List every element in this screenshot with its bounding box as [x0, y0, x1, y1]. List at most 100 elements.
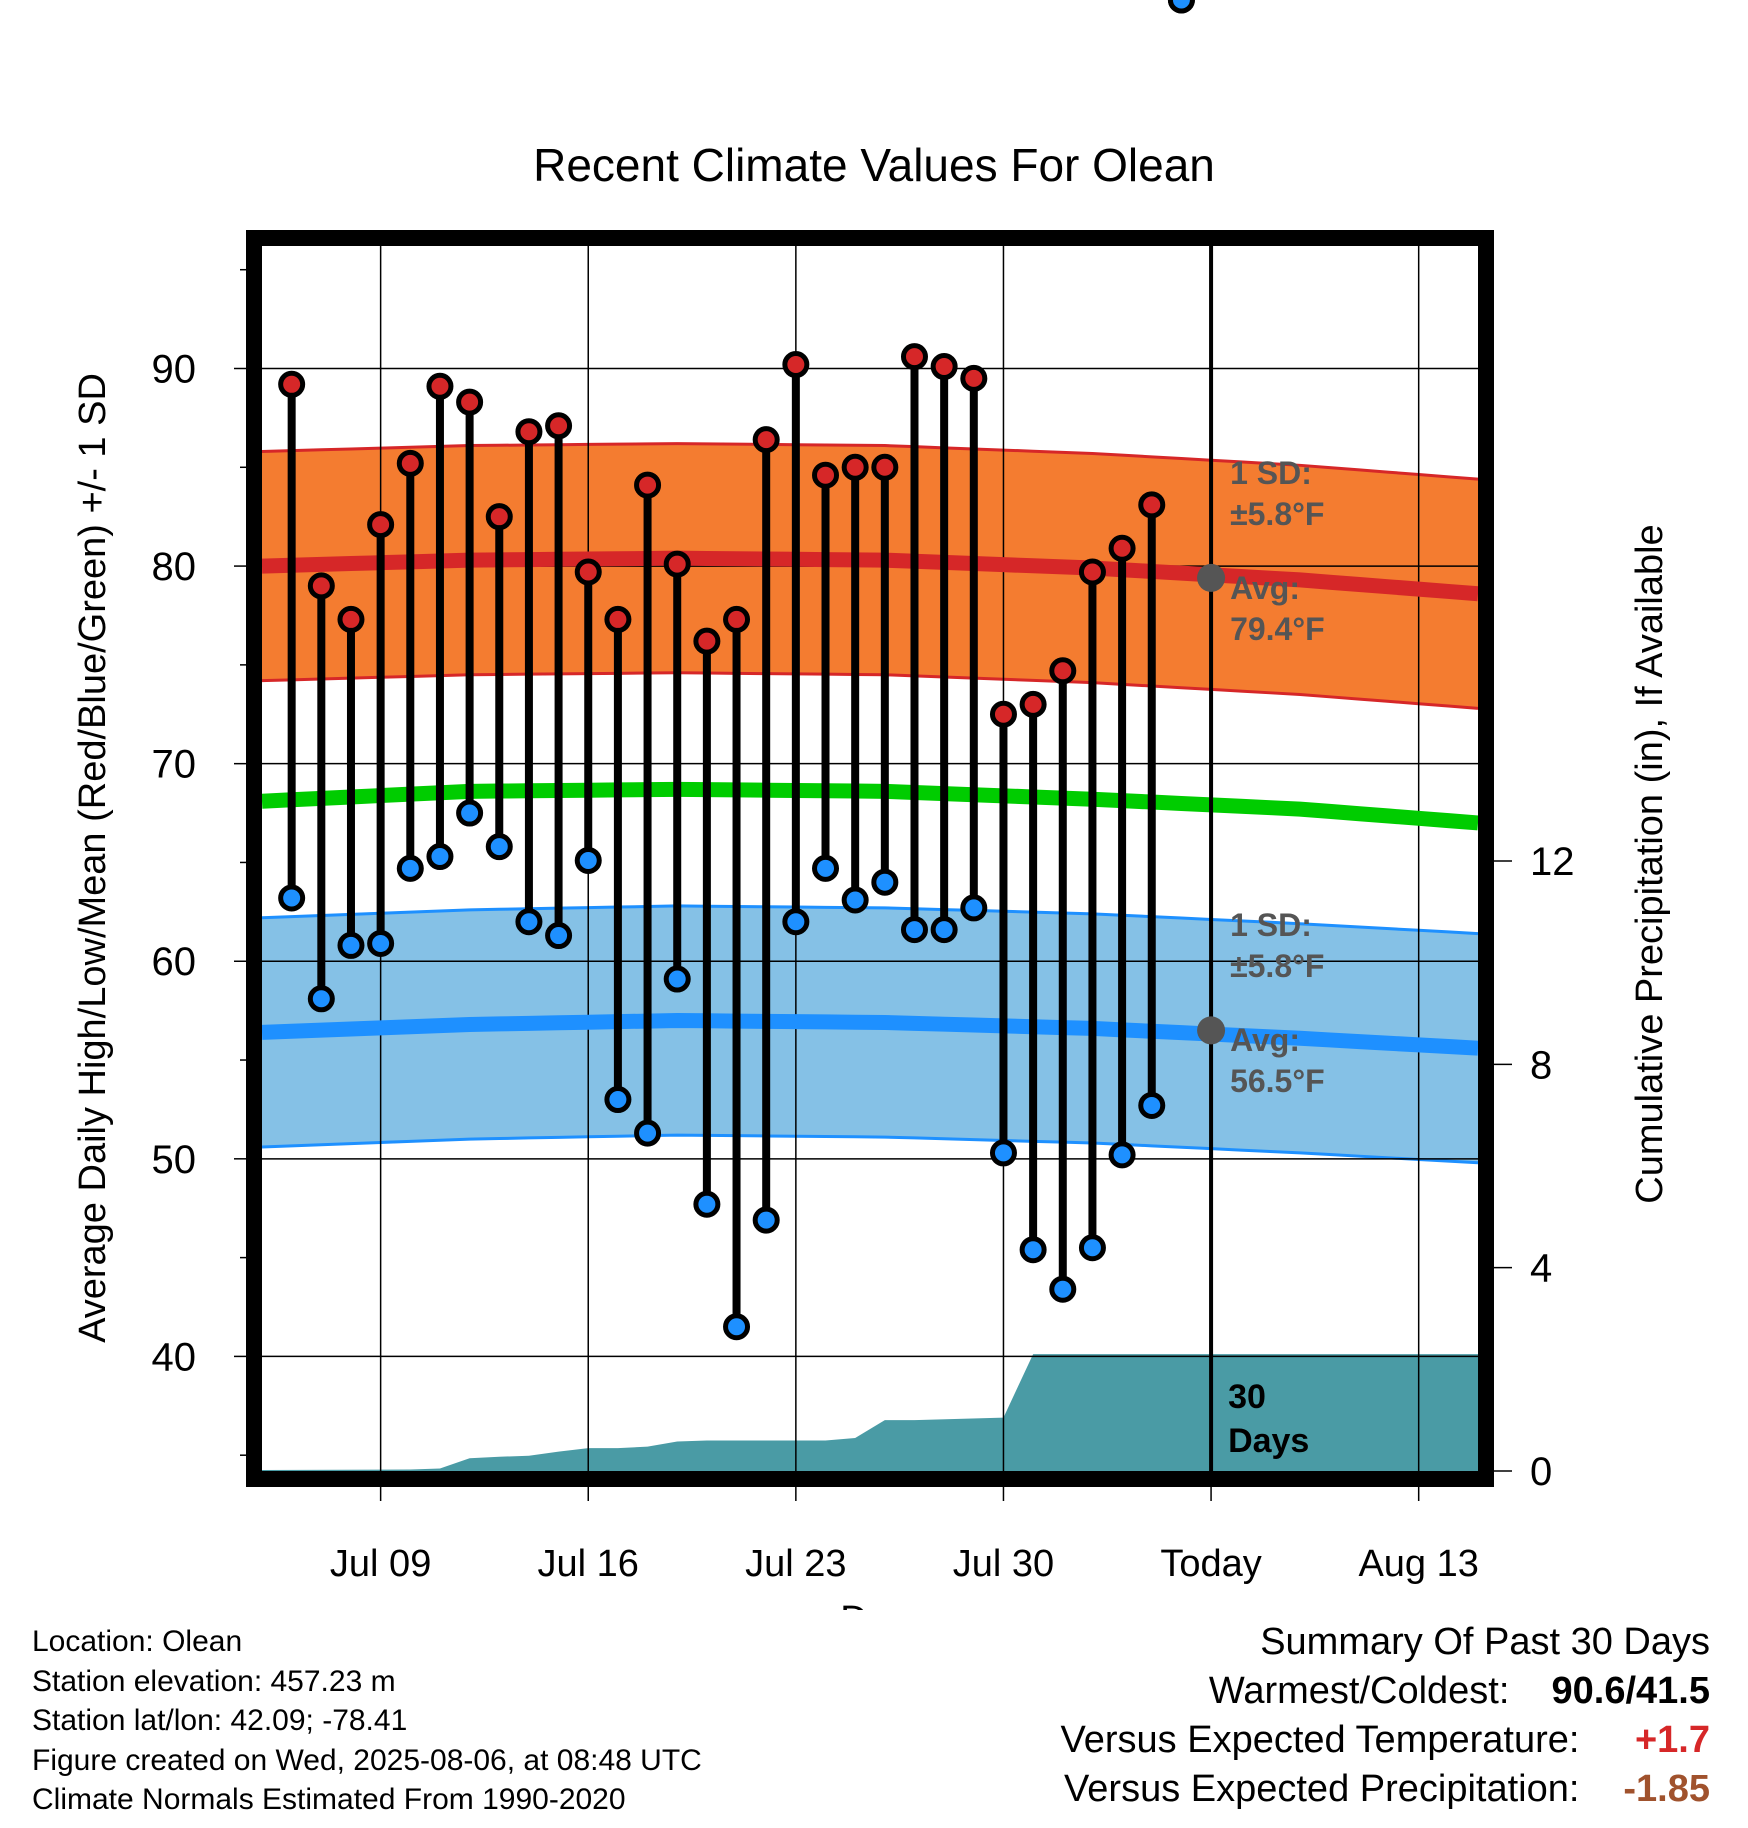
low-point [752, 1206, 780, 1234]
high-sd-band [262, 443, 1478, 709]
low-avg-value: 56.5°F [1230, 1063, 1325, 1099]
precip-value: -1.85 [1623, 1768, 1710, 1810]
y-left-axis-label: Average Daily High/Low/Mean (Red/Blue/Gr… [72, 373, 114, 1343]
y-left-tick-label: 60 [152, 940, 197, 984]
high-point [1108, 534, 1136, 562]
high-avg-value: 79.4°F [1230, 611, 1325, 647]
warm-cold-label: Warmest/Coldest: [1208, 1670, 1510, 1712]
x-tick-label: Jul 16 [538, 1543, 639, 1585]
days-label-word: Days [1228, 1422, 1309, 1460]
location-text: Location: Olean [32, 1625, 243, 1658]
today-low-avg-marker [1197, 1016, 1226, 1045]
high-point [930, 353, 958, 381]
low-point [515, 908, 543, 936]
low-point [426, 843, 454, 871]
high-point [604, 605, 632, 633]
y-right-tick-label: 12 [1530, 840, 1575, 884]
high-point [634, 471, 662, 499]
chart-title: Recent Climate Values For Olean [533, 139, 1215, 191]
high-point [485, 503, 513, 531]
high-point [960, 364, 988, 392]
low-point [1049, 1275, 1077, 1303]
low-point [337, 931, 365, 959]
high-point [278, 370, 306, 398]
y-left-tick-label: 70 [152, 743, 197, 787]
low-point [396, 854, 424, 882]
high-point [456, 388, 484, 416]
high-point [515, 418, 543, 446]
normals-text: Climate Normals Estimated From 1990-2020 [32, 1783, 626, 1816]
low-point [693, 1190, 721, 1218]
low-point [841, 886, 869, 914]
temp-row: Versus Expected Temperature: +1.7 [1061, 1716, 1710, 1765]
low-point [812, 854, 840, 882]
low-point [1019, 1236, 1047, 1264]
plot-area: 1 SD: ±5.8°F Avg: 79.4°F 1 SD: ±5.8°F Avg: 56.5… [72, 0, 1671, 1585]
low-point [989, 1139, 1017, 1167]
x-tick-label: Today [1160, 1543, 1261, 1585]
y-right-tick-label: 8 [1530, 1043, 1552, 1087]
y-right-axis-label: Cumulative Precipitation (in), If Availa… [1629, 524, 1671, 1203]
low-normal-line [261, 1013, 1479, 1056]
y-right-tick-label: 4 [1530, 1247, 1552, 1291]
y-left-tick-label: 80 [152, 545, 197, 589]
low-point [307, 985, 335, 1013]
x-tick-label: Jul 23 [745, 1543, 846, 1585]
high-point [1078, 558, 1106, 586]
precipitation-area [262, 1354, 1478, 1471]
created-text: Figure created on Wed, 2025-08-06, at 08… [32, 1743, 702, 1777]
x-tick-label: Jul 30 [953, 1543, 1054, 1585]
high-point [752, 426, 780, 454]
y-left-tick-label: 50 [152, 1138, 197, 1182]
low-point [1167, 0, 1195, 14]
today-high-avg-marker [1197, 563, 1226, 592]
high-point [900, 343, 928, 371]
high-point [367, 511, 395, 539]
high-point [426, 372, 454, 400]
temp-label: Versus Expected Temperature: [1060, 1719, 1580, 1761]
low-point [367, 929, 395, 957]
high-normal-line [261, 550, 1479, 602]
low-point [456, 799, 484, 827]
x-axis-label: Day [840, 1599, 908, 1610]
latlon-text: Station lat/lon: 42.09; -78.41 [32, 1704, 408, 1737]
low-sd-band [262, 905, 1478, 1163]
low-point [545, 922, 573, 950]
low-avg-label: Avg: [1230, 1022, 1300, 1058]
low-point [663, 965, 691, 993]
low-point [930, 916, 958, 944]
high-point [989, 700, 1017, 728]
low-sd-upper-line [261, 904, 1479, 936]
mean-normal-line [261, 781, 1479, 831]
high-point [307, 572, 335, 600]
warm-cold-row: Warmest/Coldest: 90.6/41.5 [1061, 1667, 1710, 1716]
high-point [663, 550, 691, 578]
warm-cold-value: 90.6/41.5 [1551, 1670, 1710, 1712]
high-point [1138, 491, 1166, 519]
plot-frame [246, 230, 1494, 1487]
low-point [1138, 1091, 1166, 1119]
high-point [693, 627, 721, 655]
low-point [871, 868, 899, 896]
low-point [1108, 1141, 1136, 1169]
high-point [396, 449, 424, 477]
high-point [545, 412, 573, 440]
low-point [574, 846, 602, 874]
y-right-tick-label: 0 [1530, 1450, 1552, 1494]
low-point [604, 1086, 632, 1114]
high-sd-value: ±5.8°F [1230, 496, 1324, 532]
high-point [574, 558, 602, 586]
low-point [723, 1313, 751, 1341]
low-point [900, 916, 928, 944]
high-avg-label: Avg: [1230, 570, 1300, 606]
summary-panel: Summary Of Past 30 Days Warmest/Coldest:… [1061, 1618, 1710, 1814]
high-point [841, 453, 869, 481]
elevation-text: Station elevation: 457.23 m [32, 1664, 396, 1698]
x-tick-label: Jul 09 [330, 1543, 431, 1585]
y-left-tick-label: 40 [152, 1335, 197, 1379]
temp-value: +1.7 [1634, 1719, 1710, 1761]
station-info: Location: Olean Station elevation: 457.2… [32, 1622, 702, 1820]
high-point [1019, 690, 1047, 718]
high-sd-upper-line [261, 442, 1479, 481]
high-point [812, 461, 840, 489]
